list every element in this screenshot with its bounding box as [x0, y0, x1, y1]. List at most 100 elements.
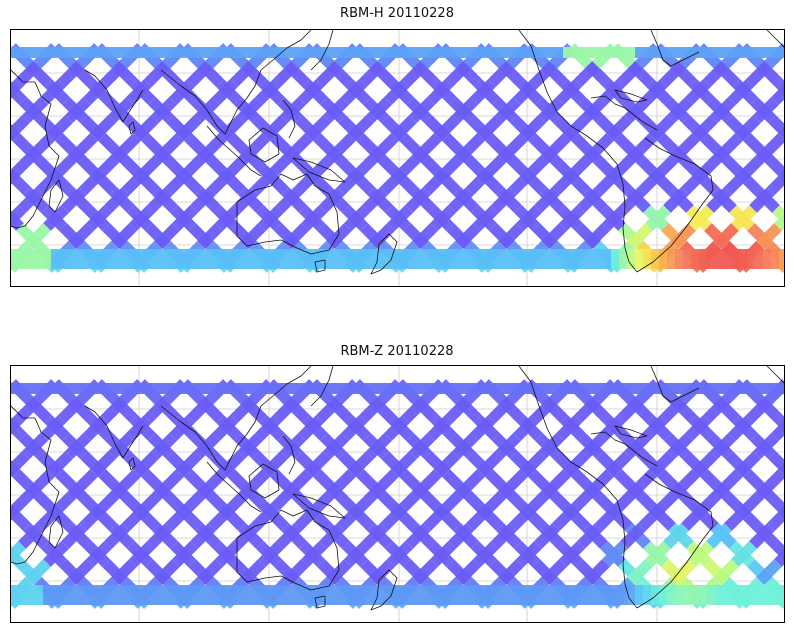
track-segment	[570, 151, 596, 177]
track-segment	[531, 397, 557, 423]
track-segment	[298, 415, 324, 441]
track-segment	[771, 585, 779, 605]
track-segment	[203, 47, 211, 58]
track-segment	[305, 451, 331, 477]
track-segment	[363, 585, 371, 605]
track-segment	[502, 133, 528, 159]
track-segment	[294, 505, 320, 531]
coastline	[650, 366, 700, 403]
track-segment	[187, 61, 213, 87]
track-segment	[574, 397, 600, 423]
track-segment	[171, 383, 179, 394]
track-segment	[619, 383, 627, 394]
track-segment	[187, 249, 195, 269]
coastline	[614, 425, 648, 439]
track-segment	[187, 383, 195, 394]
track-segment	[699, 383, 707, 394]
coastline	[11, 405, 60, 565]
track-segment	[619, 47, 627, 58]
track-segment	[35, 383, 43, 394]
track-segment	[470, 79, 496, 105]
track-segment	[215, 541, 241, 567]
track-segment	[606, 115, 632, 141]
track-segment	[287, 133, 313, 159]
track-segment	[203, 585, 211, 605]
track-segment	[523, 249, 531, 269]
track-segment	[151, 97, 177, 123]
track-segment	[79, 505, 105, 531]
track-segment	[755, 585, 763, 605]
track-segment	[11, 151, 37, 177]
track-segment	[670, 559, 696, 585]
track-segment	[219, 249, 227, 269]
track-segment	[197, 559, 223, 585]
track-segment	[749, 187, 775, 213]
coastline	[590, 431, 658, 467]
track-segment	[179, 249, 187, 269]
track-segment	[99, 585, 107, 605]
track-segment	[627, 47, 635, 58]
track-segment	[459, 469, 485, 495]
map-frame	[10, 365, 785, 623]
track-segment	[507, 249, 515, 269]
track-segment	[91, 47, 99, 58]
track-segment	[219, 115, 245, 141]
track-segment	[215, 205, 241, 231]
track-segment	[441, 151, 467, 177]
track-segment	[419, 585, 427, 605]
track-segment	[147, 249, 155, 269]
coastline	[518, 30, 638, 273]
coastline	[370, 569, 398, 611]
track-segment	[101, 61, 127, 87]
track-segment	[552, 505, 578, 531]
track-segment	[347, 47, 355, 58]
track-segment	[691, 585, 699, 605]
graticule	[11, 30, 784, 286]
track-segment	[539, 585, 547, 605]
track-segment	[563, 115, 589, 141]
track-segment	[163, 47, 171, 58]
track-segment	[11, 487, 37, 513]
track-segment	[723, 249, 731, 269]
track-segment	[411, 585, 419, 605]
track-segment	[531, 47, 539, 58]
track-segment	[371, 383, 379, 394]
track-segment	[115, 469, 141, 495]
track-segment	[316, 61, 342, 87]
track-segment	[667, 97, 693, 123]
track-segment	[681, 505, 707, 531]
track-segment	[427, 249, 435, 269]
track-segment	[427, 47, 435, 58]
track-segment	[339, 585, 347, 605]
track-segment	[411, 47, 419, 58]
track-segment	[423, 169, 449, 195]
track-segment	[627, 383, 635, 394]
track-segment	[488, 397, 514, 423]
track-segment	[467, 47, 475, 58]
track-segment	[355, 585, 363, 605]
track-segment	[195, 585, 203, 605]
track-segment	[556, 415, 582, 441]
track-segment	[563, 47, 571, 58]
track-segment	[347, 585, 355, 605]
coastline	[292, 493, 346, 519]
track-segment	[316, 397, 342, 423]
track-segment	[587, 47, 595, 58]
track-segment	[659, 249, 667, 269]
track-segment	[59, 47, 67, 58]
satellite-tracks	[11, 379, 784, 609]
track-segment	[201, 133, 227, 159]
track-segment	[267, 249, 275, 269]
track-segment	[491, 585, 499, 605]
track-segment	[563, 383, 571, 394]
track-segment	[331, 383, 339, 394]
track-segment	[509, 169, 535, 195]
track-segment	[398, 487, 424, 513]
track-segment	[403, 383, 411, 394]
track-segment	[527, 487, 553, 513]
track-segment	[611, 383, 619, 394]
track-segment	[675, 47, 683, 58]
track-segment	[126, 79, 152, 105]
track-segment	[43, 205, 69, 231]
track-segment	[147, 383, 155, 394]
